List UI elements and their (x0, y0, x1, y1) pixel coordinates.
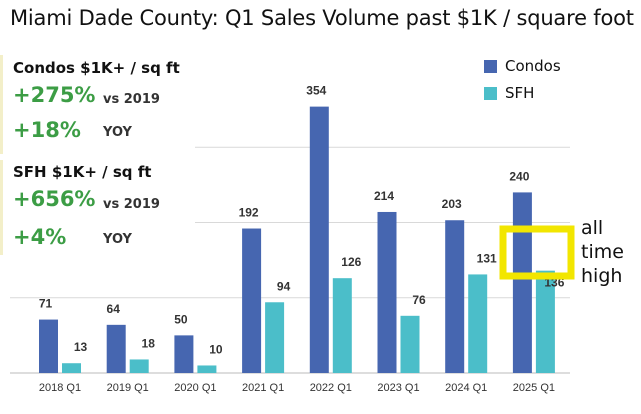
data-label-condos: 203 (442, 197, 462, 211)
data-label-condos: 64 (107, 302, 121, 316)
data-label-condos: 214 (374, 189, 394, 203)
bar-sfh (400, 315, 420, 373)
condos-stats-heading: Condos $1K+ / sq ft (13, 59, 180, 77)
legend-label-sfh: SFH (505, 84, 535, 102)
callout-line-3: high (581, 265, 623, 287)
bar-sfh (332, 278, 352, 373)
data-label-sfh: 13 (74, 340, 88, 354)
data-label-sfh: 76 (412, 293, 426, 307)
data-label-condos: 50 (174, 312, 188, 326)
bar-condos (106, 324, 126, 373)
data-label-sfh: 126 (341, 255, 361, 269)
data-label-sfh: 18 (142, 336, 156, 350)
bar-condos (39, 319, 58, 373)
legend-label-condos: Condos (505, 57, 561, 75)
bar-sfh (129, 359, 149, 373)
bar-condos (309, 106, 329, 374)
bar-condos (512, 192, 532, 373)
data-label-sfh: 10 (209, 342, 223, 356)
bar-sfh (265, 302, 285, 373)
x-tick-label: 2018 Q1 (39, 382, 81, 394)
data-label-sfh: 94 (277, 279, 291, 293)
sfh-yoy-value: +4% (13, 225, 67, 249)
bar-condos (242, 228, 262, 373)
callout-line-2: time (581, 241, 624, 263)
legend-swatch-condos (484, 59, 497, 73)
bar-sfh (535, 270, 555, 373)
sfh-yoy-label: YOY (103, 232, 132, 247)
all-time-high-highlight-box (499, 225, 575, 280)
data-label-condos: 240 (509, 169, 529, 183)
x-tick-label: 2022 Q1 (310, 382, 352, 394)
legend-item-sfh: SFH (484, 83, 534, 103)
condos-yoy-value: +18% (13, 118, 81, 142)
legend-swatch-sfh (484, 86, 497, 100)
sfh-stats-heading: SFH $1K+ / sq ft (13, 163, 152, 181)
data-label-condos: 71 (39, 297, 53, 311)
chart-legend: Condos SFH (484, 56, 624, 112)
chart-title: Miami Dade County: Q1 Sales Volume past … (10, 6, 634, 30)
bar-condos (377, 211, 397, 373)
callout-line-1: all (581, 217, 604, 239)
data-label-condos: 354 (306, 84, 326, 98)
bar-sfh (197, 365, 217, 373)
bar-sfh (468, 274, 488, 373)
legend-item-condos: Condos (484, 56, 561, 76)
condos-yoy-label: YOY (103, 125, 132, 140)
sfh-stats-panel: SFH $1K+ / sq ft +656% vs 2019 +4% YOY (0, 160, 195, 255)
sfh-vs2019-value: +656% (13, 187, 96, 211)
bar-condos (445, 220, 465, 373)
bars (39, 106, 555, 374)
condos-stats-panel: Condos $1K+ / sq ft +275% vs 2019 +18% Y… (0, 55, 195, 154)
condos-vs2019-label: vs 2019 (103, 92, 160, 107)
condos-vs2019-value: +275% (13, 83, 96, 107)
bar-sfh (62, 363, 81, 373)
x-tick-label: 2023 Q1 (377, 382, 419, 394)
all-time-high-callout: all time high (581, 216, 639, 288)
sfh-vs2019-label: vs 2019 (103, 197, 160, 212)
bar-condos (174, 335, 194, 373)
data-label-condos: 192 (239, 206, 259, 220)
x-axis-ticks: 2018 Q1 2019 Q1 2020 Q1 2021 Q1 2022 Q1 2023 … (39, 382, 555, 394)
x-tick-label: 2025 Q1 (513, 382, 555, 394)
x-tick-label: 2021 Q1 (242, 382, 284, 394)
x-tick-label: 2020 Q1 (174, 382, 216, 394)
x-tick-label: 2019 Q1 (107, 382, 149, 394)
x-tick-label: 2024 Q1 (445, 382, 487, 394)
data-label-sfh: 131 (477, 251, 497, 265)
